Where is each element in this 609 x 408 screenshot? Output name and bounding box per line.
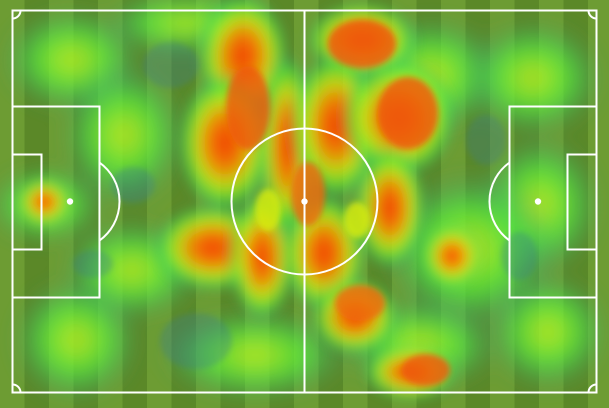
left-penalty-spot bbox=[66, 198, 74, 205]
right-penalty-spot bbox=[534, 198, 542, 205]
center-circle bbox=[230, 127, 379, 276]
pitch-spots bbox=[66, 198, 542, 205]
right-goal-area bbox=[566, 153, 598, 251]
left-penalty-arc bbox=[98, 161, 121, 242]
corner-arc-top-right bbox=[587, 10, 597, 20]
right-penalty-arc bbox=[488, 161, 511, 242]
left-goal-area bbox=[11, 153, 43, 251]
corner-arc-top-left bbox=[12, 10, 22, 20]
corner-arc-bottom-right bbox=[587, 383, 597, 393]
center-spot bbox=[301, 198, 308, 205]
corner-arc-bottom-left bbox=[12, 383, 22, 393]
